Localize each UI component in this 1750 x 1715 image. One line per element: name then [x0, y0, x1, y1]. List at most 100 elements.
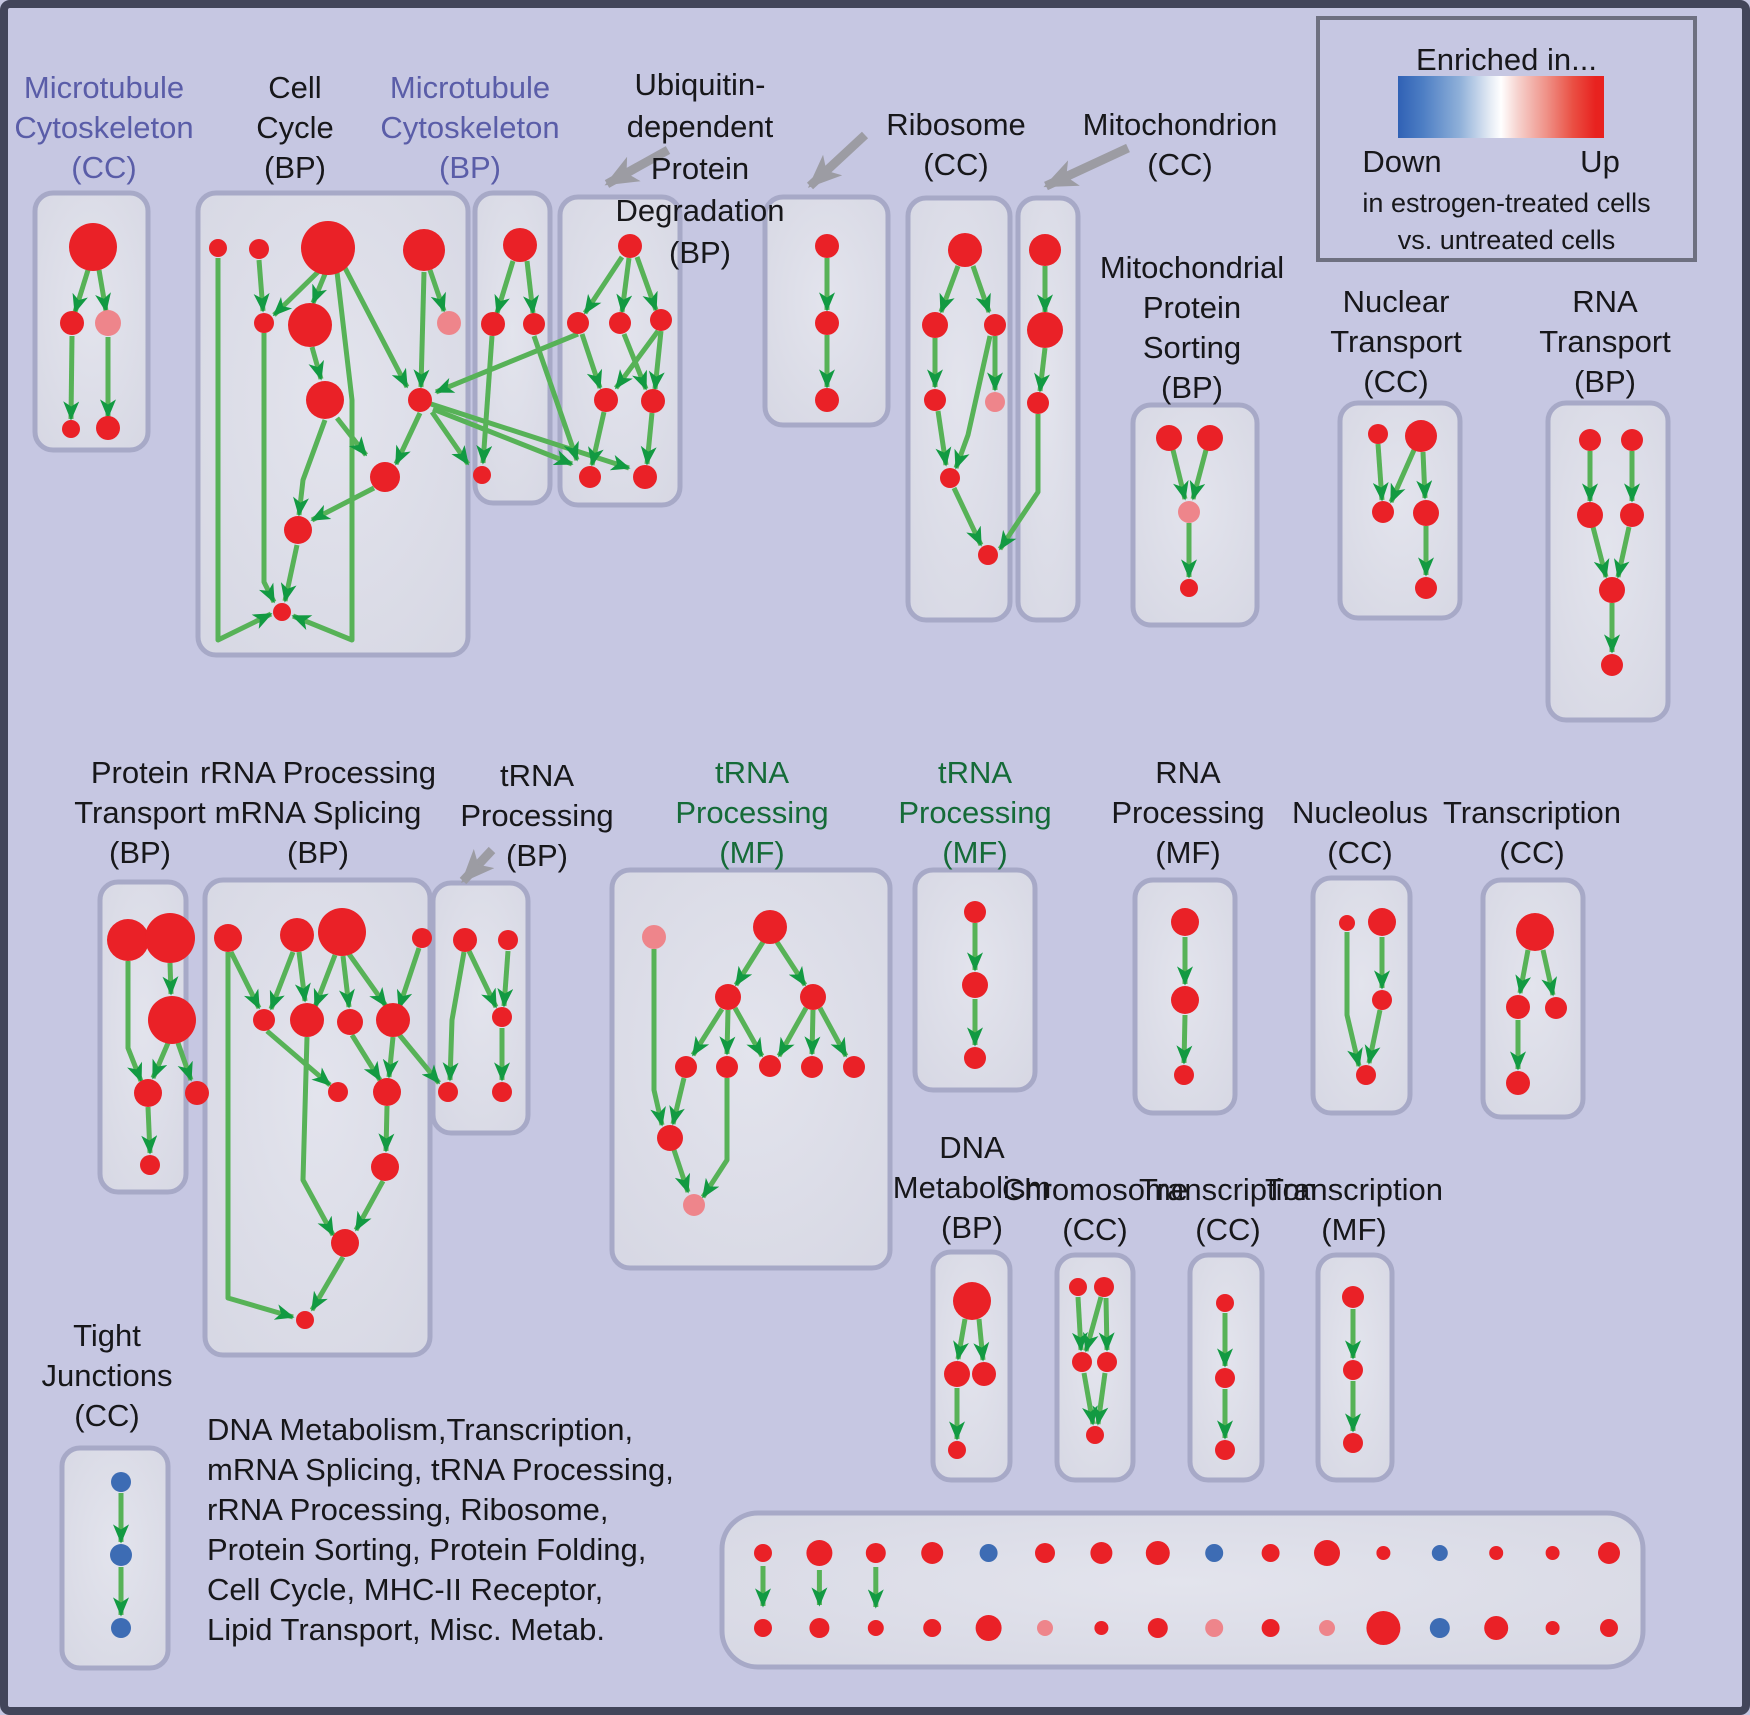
edge-arrow [335, 416, 368, 457]
go-term-node-chromosome [1086, 1426, 1104, 1444]
misc-node-top [1145, 1541, 1170, 1565]
go-term-node-chromosome [1097, 1352, 1117, 1372]
misc-node-top [1090, 1542, 1113, 1564]
edge-arrow [476, 335, 495, 465]
cluster-box-chromosome [1054, 1252, 1136, 1483]
go-term-node-transcription-mf [1343, 1360, 1363, 1380]
go-term-node-ubiquitin-a [609, 312, 631, 334]
go-term-node-rrna-mrna [296, 1311, 314, 1329]
go-term-node-cell-cycle [209, 239, 227, 257]
edge-arrow [804, 1009, 821, 1056]
misc-node-top [921, 1542, 944, 1564]
label-pointer-arrow [806, 131, 869, 190]
go-term-node-chromosome [1094, 1277, 1114, 1297]
edge-arrow [1034, 347, 1050, 393]
go-term-node-ubiquitin-a [641, 389, 665, 413]
misc-node-bottom [923, 1619, 942, 1637]
go-term-node-trna-bp [438, 1082, 458, 1102]
cluster-box-transcription-cc-1 [1480, 877, 1586, 1120]
misc-node-top [1598, 1542, 1620, 1564]
misc-node-bottom [754, 1619, 772, 1637]
label-tight-junctions: Tight Junctions (CC) [41, 1318, 173, 1433]
go-term-node-ribosome [922, 312, 948, 338]
edge-arrow [719, 1009, 736, 1056]
legend-box: Enriched in... Down Up in estrogen-treat… [1316, 16, 1697, 262]
edge-arrow [973, 1318, 990, 1362]
go-term-node-microtubule-cc [62, 420, 80, 438]
go-term-node-rna-processing-mf [1171, 908, 1199, 936]
go-term-node-transcription-cc-1 [1506, 1071, 1530, 1095]
go-term-node-rrna-mrna [373, 1078, 401, 1106]
go-term-node-microtubule-bp [523, 313, 545, 335]
label-nuclear-transport: Nuclear Transport (CC) [1330, 284, 1462, 399]
cluster-box-misc-matrix [719, 1510, 1646, 1670]
misc-node-top [1035, 1543, 1055, 1563]
go-term-node-rna-transport [1601, 654, 1623, 676]
go-term-node-ribosome [948, 233, 982, 267]
edge-arrow [1083, 1296, 1104, 1353]
edge-arrow [938, 265, 961, 314]
label-microtubule-cytoskeleton-cc: Microtubule Cytoskeleton (CC) [14, 70, 194, 185]
go-term-node-ubiquitin-b [815, 234, 839, 258]
edge-arrow [579, 333, 603, 390]
go-term-node-trna-mf-1 [657, 1125, 683, 1151]
edge-arrow [312, 954, 338, 1009]
edge-arrow [970, 265, 992, 314]
go-term-node-microtubule-cc [96, 416, 120, 440]
go-term-node-cell-cycle [408, 388, 432, 412]
edge-arrow [1372, 443, 1389, 502]
misc-node-bottom [1366, 1611, 1401, 1645]
go-term-node-rrna-mrna [376, 1003, 410, 1037]
misc-node-bottom [975, 1615, 1002, 1641]
cluster-box-mitochondrion [1015, 195, 1081, 623]
misc-node-top [865, 1543, 886, 1563]
edge-arrow [1344, 932, 1363, 1068]
edge-arrow [395, 1030, 441, 1085]
go-term-node-dna-metabolism [944, 1361, 970, 1387]
go-term-node-transcription-cc-2 [1215, 1368, 1235, 1388]
go-term-node-dna-metabolism [972, 1362, 996, 1386]
go-term-node-transcription-mf [1342, 1286, 1364, 1308]
edge-arrow [378, 1105, 395, 1153]
edge-arrow [341, 264, 410, 389]
go-term-node-trna-mf-2 [964, 1047, 986, 1069]
go-term-node-nucleolus [1339, 915, 1355, 931]
edge-arrow [650, 949, 666, 1127]
go-term-node-rrna-mrna [253, 1009, 275, 1031]
go-term-node-nuclear-transport [1405, 420, 1437, 452]
misc-node-bottom [1429, 1618, 1450, 1638]
go-term-node-microtubule-bp [473, 466, 491, 484]
edge-arrow [817, 1006, 849, 1058]
go-term-node-ubiquitin-a [594, 388, 618, 412]
edge-arrow [141, 1106, 158, 1155]
go-term-node-mitochondrion [1029, 234, 1061, 266]
go-term-node-tight-junctions [111, 1618, 131, 1638]
legend-subtitle-1: in estrogen-treated cells [1362, 188, 1651, 218]
go-term-node-rrna-mrna [412, 928, 432, 948]
go-term-node-transcription-mf [1343, 1433, 1363, 1453]
edge-arrow [774, 940, 808, 987]
edge-arrow [175, 1042, 194, 1082]
label-chromosome: Chromosome (CC) [1001, 1172, 1189, 1247]
go-term-node-trna-bp [492, 1007, 512, 1027]
go-term-node-cell-cycle [306, 381, 344, 419]
go-term-node-rna-transport [1620, 503, 1644, 527]
go-term-node-trna-mf-1 [642, 925, 666, 949]
go-term-node-rrna-mrna [331, 1229, 359, 1257]
misc-node-top [1545, 1546, 1560, 1560]
go-term-node-dna-metabolism [948, 1441, 966, 1459]
edge-arrow [150, 1042, 171, 1080]
go-term-node-cell-cycle [273, 603, 291, 621]
edge-arrow [293, 419, 328, 517]
edge-arrow [1364, 1009, 1383, 1065]
edge-arrow [1092, 1372, 1109, 1426]
go-term-node-protein-transport [134, 1079, 162, 1107]
edge-arrow [613, 329, 661, 390]
edge-arrow [308, 346, 324, 381]
edge-arrow [429, 410, 471, 466]
label-ribosome: Ribosome (CC) [886, 107, 1026, 182]
go-term-node-ribosome [978, 545, 998, 565]
misc-node-top [1205, 1544, 1224, 1562]
cluster-box-nucleolus [1310, 875, 1413, 1116]
go-term-node-rna-transport [1599, 577, 1625, 603]
